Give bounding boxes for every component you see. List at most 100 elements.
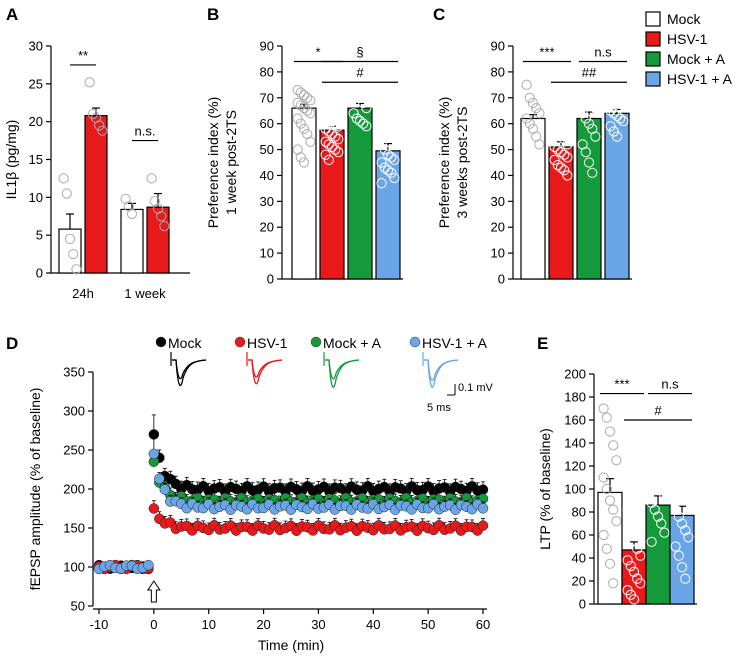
fepsp-trace bbox=[172, 359, 207, 380]
data-point bbox=[71, 264, 82, 275]
data-point bbox=[302, 105, 313, 116]
fepsp-trace bbox=[325, 359, 360, 380]
data-point bbox=[555, 146, 567, 158]
data-point bbox=[379, 144, 390, 155]
sig-annotation-label: n.s bbox=[661, 377, 679, 392]
data-point bbox=[379, 92, 390, 103]
trace-inset: Mock HSV-1 Mock + A HSV-1 + A 0.1 mV 5 ms bbox=[155, 335, 494, 414]
data-point bbox=[656, 518, 667, 529]
scalebar-voltage-label: 0.1 mV bbox=[458, 382, 494, 394]
data-point bbox=[292, 97, 303, 109]
y-tick-label: 25 bbox=[29, 76, 43, 91]
panel-e-chart: 0 20 40 60 80 100 120 140 160 180 200 LTP (% of bas… bbox=[537, 367, 697, 612]
data-point bbox=[652, 474, 664, 485]
data-point bbox=[524, 92, 535, 103]
data-point bbox=[583, 92, 595, 103]
stimulus-arrow-icon bbox=[146, 580, 161, 603]
data-point bbox=[126, 208, 138, 220]
data-point bbox=[354, 115, 366, 127]
data-point bbox=[615, 113, 626, 124]
legend-swatch bbox=[645, 51, 661, 67]
legend-swatch bbox=[645, 31, 661, 47]
data-point bbox=[64, 233, 76, 245]
y-tick-label: 5 bbox=[36, 228, 43, 243]
data-point bbox=[58, 173, 69, 184]
data-point bbox=[94, 120, 105, 131]
data-point bbox=[583, 157, 595, 168]
bar-hsv-1 bbox=[319, 129, 345, 280]
data-point bbox=[559, 149, 570, 160]
panel-b-chart: 0 10 20 30 40 50 60 70 80 90 Preference index (%) 1… bbox=[205, 39, 403, 287]
data-point bbox=[562, 170, 573, 181]
data-point bbox=[673, 455, 684, 466]
data-point bbox=[389, 172, 400, 184]
data-point bbox=[680, 486, 691, 497]
data-point bbox=[320, 105, 331, 116]
data-point bbox=[604, 495, 616, 506]
y-tick-label: 100 bbox=[63, 560, 85, 575]
scalebar-time-label: 5 ms bbox=[427, 402, 451, 414]
y-tick-label: 20 bbox=[29, 114, 43, 129]
y-axis-label: IL1β (pg/mg) bbox=[3, 120, 19, 200]
y-axis-label: 1 week post-2TS bbox=[223, 110, 239, 215]
legend-label: HSV-1 + A bbox=[667, 71, 733, 87]
trace-legend-dot bbox=[234, 336, 246, 348]
data-point bbox=[618, 100, 629, 111]
sig-annotation-label: § bbox=[356, 45, 363, 60]
data-point bbox=[376, 157, 387, 168]
data-point bbox=[549, 141, 560, 153]
data-point bbox=[670, 541, 681, 552]
legend-swatch bbox=[645, 11, 661, 27]
data-point bbox=[646, 497, 657, 508]
data-point bbox=[562, 152, 573, 163]
data-point bbox=[587, 167, 598, 179]
data-point bbox=[659, 527, 670, 538]
data-point bbox=[552, 144, 563, 155]
data-point bbox=[598, 472, 609, 483]
data-point bbox=[601, 483, 612, 495]
data-point bbox=[534, 139, 545, 150]
data-point bbox=[652, 511, 664, 522]
y-tick-label: 60 bbox=[260, 116, 274, 131]
data-point bbox=[323, 126, 334, 137]
y-tick-label: 40 bbox=[491, 168, 505, 183]
y-axis-label: Preference index (%) bbox=[205, 97, 221, 229]
data-point bbox=[611, 455, 622, 466]
data-point bbox=[611, 516, 622, 527]
data-point bbox=[376, 139, 387, 150]
data-point bbox=[635, 578, 646, 589]
data-point bbox=[598, 529, 609, 541]
data-point bbox=[608, 84, 619, 96]
y-tick-label: 90 bbox=[491, 39, 505, 54]
data-point bbox=[577, 108, 588, 119]
data-point bbox=[683, 495, 694, 506]
data-point bbox=[68, 248, 79, 260]
data-point bbox=[580, 87, 591, 98]
y-tick-label: 0 bbox=[579, 597, 586, 612]
data-point bbox=[628, 594, 640, 605]
data-point bbox=[601, 543, 612, 554]
data-point bbox=[598, 403, 609, 414]
data-point bbox=[382, 149, 394, 160]
x-tick-label: 1 week bbox=[124, 286, 166, 301]
data-point bbox=[531, 102, 542, 114]
data-point bbox=[305, 108, 316, 119]
data-point bbox=[156, 211, 167, 222]
y-tick-label: 120 bbox=[564, 459, 586, 474]
data-point bbox=[320, 136, 331, 147]
data-point bbox=[552, 159, 563, 171]
data-point bbox=[680, 573, 691, 584]
y-tick-label: 0 bbox=[267, 272, 274, 287]
data-point bbox=[670, 428, 681, 439]
data-point-hsv-1-a bbox=[477, 503, 489, 514]
data-point bbox=[379, 162, 390, 173]
data-point bbox=[330, 144, 341, 155]
x-tick-label: 20 bbox=[256, 617, 270, 632]
data-point bbox=[552, 123, 563, 134]
y-tick-label: 20 bbox=[260, 220, 274, 235]
data-point bbox=[549, 118, 560, 129]
y-tick-label: 160 bbox=[564, 413, 586, 428]
data-point bbox=[646, 536, 657, 548]
data-point bbox=[61, 188, 72, 199]
legend: Mock HSV-1 Mock + A HSV-1 + A bbox=[645, 11, 733, 87]
